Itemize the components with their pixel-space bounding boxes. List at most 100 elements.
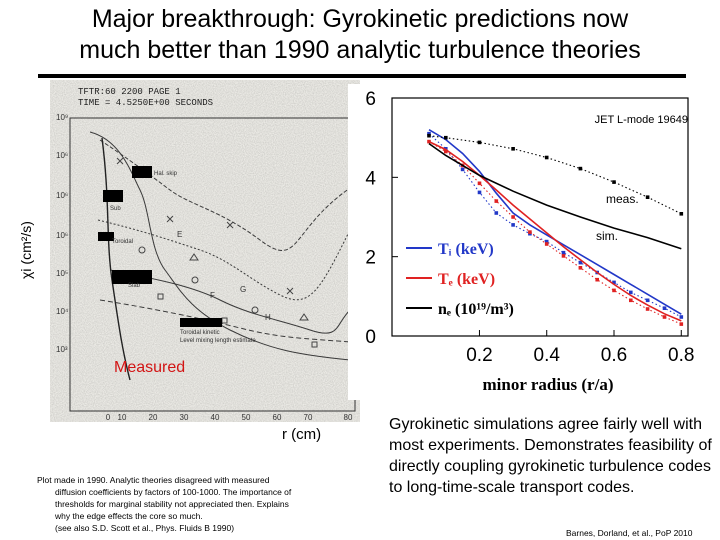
slide-title: Major breakthrough: Gyrokinetic predicti… (0, 4, 720, 66)
legend-label-ti: Tᵢ (keV) (438, 241, 494, 258)
jet-x-tick-label: 0.2 (466, 345, 492, 366)
legacy-marker (311, 341, 318, 348)
data-point-ti-meas (427, 131, 431, 136)
legacy-x-tick: 20 (149, 413, 158, 422)
jet-x-tick-label: 0.8 (668, 345, 694, 366)
legacy-annotation: Toroidal kinetic (180, 330, 220, 336)
legacy-curve-label: G (240, 285, 246, 294)
title-line-2: much better than 1990 analytic turbulenc… (79, 36, 641, 64)
data-point-ti-meas (629, 290, 633, 295)
legacy-marker (189, 253, 199, 261)
legacy-y-tick: 10³ (56, 345, 68, 354)
data-point-ne-meas (444, 135, 448, 140)
series-line-ti-meas (428, 133, 682, 318)
legacy-curve-label: F (210, 291, 215, 300)
series-line-te-sim (428, 140, 682, 322)
title-divider (38, 74, 686, 78)
data-point-te-meas (561, 254, 566, 258)
legend-label-ne: nₑ (10¹⁹/m³) (438, 301, 514, 318)
legacy-x-tick: 50 (242, 413, 251, 422)
data-point-te-meas (662, 315, 667, 319)
citation: Barnes, Dorland, et al., PoP 2010 (566, 528, 693, 538)
data-point-te-meas (612, 288, 616, 293)
jet-plot-frame (391, 97, 689, 337)
legacy-x-tick: 30 (180, 413, 189, 422)
series-line-ne-sim (428, 142, 682, 250)
legacy-y-tick: 10⁹ (56, 113, 68, 122)
data-point-ti-meas (511, 223, 515, 227)
chi-axis-label: χi (cm²/s) (18, 221, 34, 279)
legacy-annotation: Sub (110, 206, 121, 212)
data-point-ne-meas (645, 195, 650, 199)
legacy-marker (286, 287, 294, 295)
jet-x-tick-label: 0.6 (601, 345, 627, 366)
data-point-te-meas (511, 215, 515, 219)
legacy-annotation: Hal. skip (154, 171, 178, 177)
jet-y-tick-label: 2 (365, 248, 376, 269)
plot-caption-line: diffusion coefficients by factors of 100… (55, 487, 292, 497)
jet-x-tick-label: 0.4 (534, 345, 561, 366)
data-point-te-meas (444, 149, 448, 154)
data-point-ti-meas (679, 315, 684, 319)
plot-caption-line: (see also S.D. Scott et al., Phys. Fluid… (55, 523, 235, 533)
legacy-marker (251, 306, 259, 314)
legacy-marker (157, 293, 164, 300)
plot-caption: Plot made in 1990. Analytic theories dis… (37, 474, 342, 534)
legacy-y-tick: 10⁴ (56, 307, 69, 316)
data-point-te-meas (679, 322, 684, 326)
legacy-curve-label: E (177, 230, 182, 239)
jet-x-axis-label: minor radius (r/a) (483, 375, 614, 394)
legacy-y-tick: 10⁶ (56, 231, 68, 240)
meas-label: meas. (606, 192, 639, 206)
legacy-x-tick: 60 (273, 413, 282, 422)
measured-label: Measured (114, 359, 186, 376)
legend-label-te: Tₑ (keV) (438, 271, 495, 288)
plot-caption-line: why the edge effects the core so much. (55, 511, 203, 521)
radius-axis-label: r (cm) (282, 426, 322, 443)
title-line-1: Major breakthrough: Gyrokinetic predicti… (91, 5, 629, 33)
legacy-marker (299, 313, 309, 321)
data-point-ti-meas (612, 280, 616, 285)
sim-label: sim. (596, 229, 618, 243)
legacy-marker (166, 215, 174, 223)
data-point-ne-meas (477, 140, 482, 145)
legacy-y-tick: 10⁵ (56, 269, 68, 278)
data-point-ti-meas (544, 239, 549, 244)
legacy-curve (89, 131, 351, 361)
plot-caption-line: thresholds for marginal stability not ap… (55, 499, 289, 509)
legacy-annotation: Level mixing length estimate (180, 338, 256, 344)
legacy-annotation: Toroidal (112, 239, 133, 245)
legacy-plot: TFTR:60 2200 PAGE 1 TIME = 4.5250E+00 SE… (50, 80, 360, 422)
data-point-ne-meas (544, 155, 549, 160)
legacy-marker (138, 246, 146, 254)
data-point-te-meas (578, 266, 583, 270)
legacy-curve (97, 219, 351, 301)
legacy-annotation: Slab (128, 283, 141, 289)
data-point-ne-meas (578, 166, 583, 171)
legacy-measured-curve (101, 137, 131, 381)
redaction-box (98, 232, 114, 241)
legacy-curve (99, 299, 351, 343)
legacy-header-1: TFTR:60 2200 PAGE 1 (78, 87, 181, 97)
legacy-x-tick: 10 (118, 413, 127, 422)
legacy-x-tick: 80 (344, 413, 353, 422)
jet-y-tick-label: 6 (365, 89, 376, 110)
legacy-header-2: TIME = 4.5250E+00 SECONDS (78, 98, 213, 108)
data-point-ti-meas (662, 306, 667, 310)
data-point-te-meas (629, 298, 633, 303)
data-point-ti-meas (578, 260, 583, 265)
data-point-te-meas (494, 199, 499, 203)
data-point-ti-meas (460, 167, 465, 172)
legacy-marker (116, 157, 124, 165)
legacy-curve (109, 269, 351, 334)
legacy-x-tick: 70 (304, 413, 313, 422)
data-point-ne-meas (511, 147, 515, 151)
data-point-te-meas (528, 230, 532, 234)
legacy-y-tick: 10⁶ (56, 151, 68, 160)
redaction-box (132, 166, 152, 178)
legacy-marker (191, 276, 199, 284)
data-point-ti-meas (645, 298, 650, 303)
data-point-ne-meas (679, 212, 684, 216)
data-point-te-meas (477, 181, 482, 186)
